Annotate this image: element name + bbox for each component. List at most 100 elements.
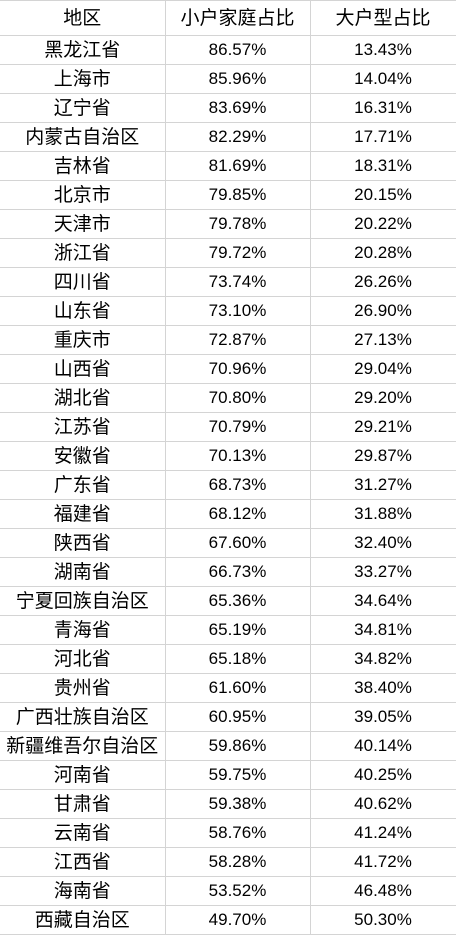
cell-region[interactable]: 浙江省 xyxy=(0,238,166,268)
cell-small-household-share[interactable]: 65.18% xyxy=(164,644,311,674)
cell-large-unit-share[interactable]: 46.48% xyxy=(309,876,456,906)
cell-small-household-share[interactable]: 58.28% xyxy=(164,847,311,877)
cell-small-household-share[interactable]: 58.76% xyxy=(164,818,311,848)
header-region[interactable]: 地区 xyxy=(0,0,166,36)
cell-large-unit-share[interactable]: 34.64% xyxy=(309,586,456,616)
cell-small-household-share[interactable]: 70.96% xyxy=(164,354,311,384)
cell-large-unit-share[interactable]: 20.22% xyxy=(309,209,456,239)
cell-small-household-share[interactable]: 79.85% xyxy=(164,180,311,210)
cell-region[interactable]: 贵州省 xyxy=(0,673,166,703)
cell-large-unit-share[interactable]: 40.62% xyxy=(309,789,456,819)
header-small-household-share[interactable]: 小户家庭占比 xyxy=(164,0,311,36)
cell-small-household-share[interactable]: 72.87% xyxy=(164,325,311,355)
cell-region[interactable]: 湖南省 xyxy=(0,557,166,587)
cell-small-household-share[interactable]: 49.70% xyxy=(164,905,311,935)
cell-large-unit-share[interactable]: 14.04% xyxy=(309,64,456,94)
cell-small-household-share[interactable]: 67.60% xyxy=(164,528,311,558)
table-row: 西藏自治区 49.70% 50.30% xyxy=(0,905,456,935)
cell-region[interactable]: 重庆市 xyxy=(0,325,166,355)
cell-region[interactable]: 甘肃省 xyxy=(0,789,166,819)
cell-large-unit-share[interactable]: 32.40% xyxy=(309,528,456,558)
cell-small-household-share[interactable]: 73.74% xyxy=(164,267,311,297)
cell-small-household-share[interactable]: 61.60% xyxy=(164,673,311,703)
cell-large-unit-share[interactable]: 39.05% xyxy=(309,702,456,732)
cell-region[interactable]: 西藏自治区 xyxy=(0,905,166,935)
cell-small-household-share[interactable]: 59.75% xyxy=(164,760,311,790)
cell-small-household-share[interactable]: 59.38% xyxy=(164,789,311,819)
cell-large-unit-share[interactable]: 26.26% xyxy=(309,267,456,297)
cell-large-unit-share[interactable]: 17.71% xyxy=(309,122,456,152)
cell-region[interactable]: 江苏省 xyxy=(0,412,166,442)
cell-large-unit-share[interactable]: 18.31% xyxy=(309,151,456,181)
table-row: 吉林省 81.69% 18.31% xyxy=(0,151,456,181)
cell-region[interactable]: 四川省 xyxy=(0,267,166,297)
cell-small-household-share[interactable]: 59.86% xyxy=(164,731,311,761)
cell-region[interactable]: 陕西省 xyxy=(0,528,166,558)
cell-region[interactable]: 内蒙古自治区 xyxy=(0,122,166,152)
cell-large-unit-share[interactable]: 40.14% xyxy=(309,731,456,761)
cell-large-unit-share[interactable]: 34.81% xyxy=(309,615,456,645)
cell-region[interactable]: 海南省 xyxy=(0,876,166,906)
cell-region[interactable]: 辽宁省 xyxy=(0,93,166,123)
cell-small-household-share[interactable]: 65.36% xyxy=(164,586,311,616)
cell-small-household-share[interactable]: 83.69% xyxy=(164,93,311,123)
cell-region[interactable]: 江西省 xyxy=(0,847,166,877)
cell-large-unit-share[interactable]: 13.43% xyxy=(309,35,456,65)
cell-small-household-share[interactable]: 70.79% xyxy=(164,412,311,442)
cell-large-unit-share[interactable]: 20.28% xyxy=(309,238,456,268)
cell-region[interactable]: 吉林省 xyxy=(0,151,166,181)
cell-small-household-share[interactable]: 70.13% xyxy=(164,441,311,471)
cell-large-unit-share[interactable]: 41.24% xyxy=(309,818,456,848)
cell-small-household-share[interactable]: 53.52% xyxy=(164,876,311,906)
cell-region[interactable]: 宁夏回族自治区 xyxy=(0,586,166,616)
cell-small-household-share[interactable]: 73.10% xyxy=(164,296,311,326)
cell-region[interactable]: 湖北省 xyxy=(0,383,166,413)
cell-small-household-share[interactable]: 79.78% xyxy=(164,209,311,239)
header-large-unit-share[interactable]: 大户型占比 xyxy=(309,0,456,36)
cell-region[interactable]: 云南省 xyxy=(0,818,166,848)
cell-region[interactable]: 新疆维吾尔自治区 xyxy=(0,731,166,761)
cell-small-household-share[interactable]: 66.73% xyxy=(164,557,311,587)
cell-large-unit-share[interactable]: 38.40% xyxy=(309,673,456,703)
cell-large-unit-share[interactable]: 16.31% xyxy=(309,93,456,123)
cell-region[interactable]: 河南省 xyxy=(0,760,166,790)
cell-small-household-share[interactable]: 86.57% xyxy=(164,35,311,65)
cell-large-unit-share[interactable]: 41.72% xyxy=(309,847,456,877)
cell-large-unit-share[interactable]: 26.90% xyxy=(309,296,456,326)
cell-region[interactable]: 黑龙江省 xyxy=(0,35,166,65)
cell-region[interactable]: 山西省 xyxy=(0,354,166,384)
cell-large-unit-share[interactable]: 50.30% xyxy=(309,905,456,935)
cell-large-unit-share[interactable]: 31.88% xyxy=(309,499,456,529)
cell-region[interactable]: 广东省 xyxy=(0,470,166,500)
cell-small-household-share[interactable]: 82.29% xyxy=(164,122,311,152)
cell-region[interactable]: 天津市 xyxy=(0,209,166,239)
cell-region[interactable]: 安徽省 xyxy=(0,441,166,471)
table-row: 宁夏回族自治区 65.36% 34.64% xyxy=(0,586,456,616)
cell-large-unit-share[interactable]: 31.27% xyxy=(309,470,456,500)
cell-large-unit-share[interactable]: 40.25% xyxy=(309,760,456,790)
cell-region[interactable]: 北京市 xyxy=(0,180,166,210)
cell-large-unit-share[interactable]: 29.20% xyxy=(309,383,456,413)
cell-large-unit-share[interactable]: 29.21% xyxy=(309,412,456,442)
cell-large-unit-share[interactable]: 34.82% xyxy=(309,644,456,674)
cell-small-household-share[interactable]: 68.12% xyxy=(164,499,311,529)
cell-large-unit-share[interactable]: 27.13% xyxy=(309,325,456,355)
cell-region[interactable]: 河北省 xyxy=(0,644,166,674)
cell-small-household-share[interactable]: 65.19% xyxy=(164,615,311,645)
cell-small-household-share[interactable]: 60.95% xyxy=(164,702,311,732)
cell-small-household-share[interactable]: 79.72% xyxy=(164,238,311,268)
cell-large-unit-share[interactable]: 29.04% xyxy=(309,354,456,384)
cell-small-household-share[interactable]: 81.69% xyxy=(164,151,311,181)
cell-region[interactable]: 上海市 xyxy=(0,64,166,94)
table-row: 浙江省 79.72% 20.28% xyxy=(0,238,456,268)
cell-region[interactable]: 福建省 xyxy=(0,499,166,529)
cell-large-unit-share[interactable]: 33.27% xyxy=(309,557,456,587)
cell-region[interactable]: 广西壮族自治区 xyxy=(0,702,166,732)
cell-region[interactable]: 山东省 xyxy=(0,296,166,326)
cell-small-household-share[interactable]: 70.80% xyxy=(164,383,311,413)
cell-small-household-share[interactable]: 68.73% xyxy=(164,470,311,500)
cell-large-unit-share[interactable]: 20.15% xyxy=(309,180,456,210)
cell-region[interactable]: 青海省 xyxy=(0,615,166,645)
cell-large-unit-share[interactable]: 29.87% xyxy=(309,441,456,471)
cell-small-household-share[interactable]: 85.96% xyxy=(164,64,311,94)
